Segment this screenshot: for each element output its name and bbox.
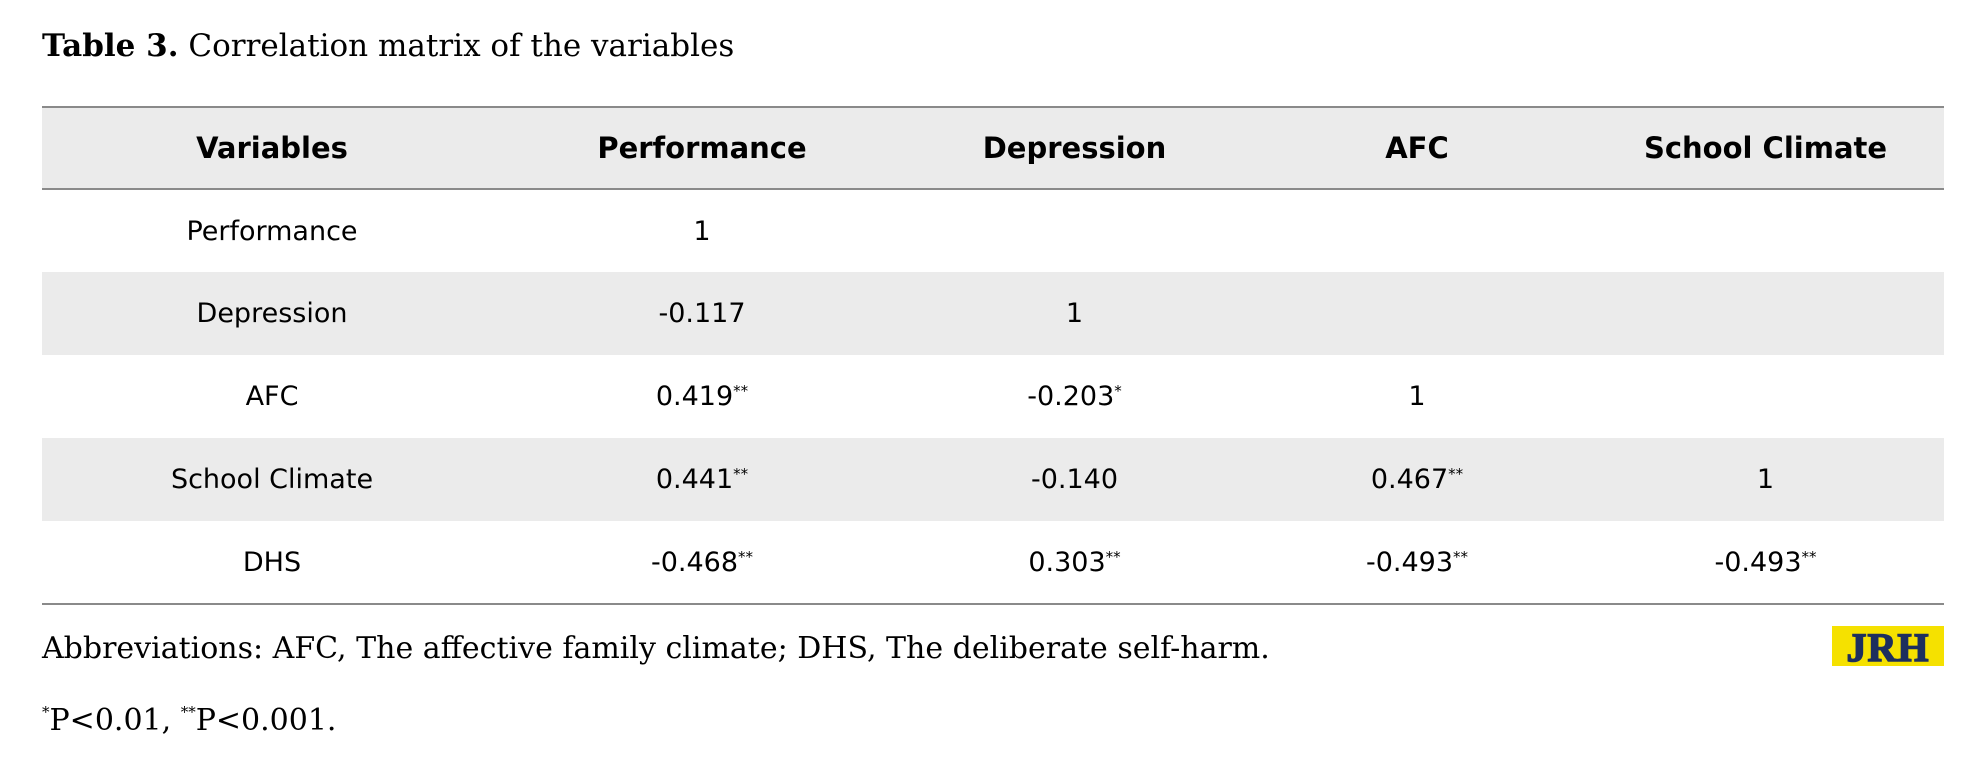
footnote-text-single: P<0.01, <box>49 703 181 738</box>
significance-marker: ** <box>738 547 754 566</box>
footnote-marker-double: ** <box>180 703 196 721</box>
cell-value: DHS <box>242 546 302 578</box>
cell-value: AFC <box>245 381 299 412</box>
table-cell <box>1587 355 1944 438</box>
table-cell <box>1587 272 1944 355</box>
table-caption: Table 3. Correlation matrix of the varia… <box>42 28 734 64</box>
cell-value: -0.117 <box>658 298 746 329</box>
cell-value: -0.493 <box>1714 546 1802 578</box>
table-cell: -0.493** <box>1587 521 1944 605</box>
cell-value: -0.468 <box>650 546 739 578</box>
cell-value: Depression <box>196 298 348 329</box>
table-cell: 1 <box>1587 438 1944 521</box>
table-caption-text: Correlation matrix of the variables <box>178 28 735 64</box>
footnote-text-double: P<0.001. <box>195 703 337 738</box>
abbreviations-note: Abbreviations: AFC, The affective family… <box>42 631 1270 666</box>
jrh-logo: JRH <box>1832 626 1944 666</box>
table-cell: 1 <box>902 272 1247 355</box>
table-cell: School Climate <box>42 438 502 521</box>
table-cell <box>902 189 1247 272</box>
table-cell: -0.468** <box>502 521 902 605</box>
table-header-row: Variables Performance Depression AFC Sch… <box>42 106 1944 190</box>
significance-marker: ** <box>1448 465 1464 483</box>
table-row: School Climate 0.441** -0.140 0.467** 1 <box>42 438 1944 521</box>
cell-value: 1 <box>1408 381 1426 412</box>
table-row: AFC 0.419** -0.203* 1 <box>42 355 1944 438</box>
cell-value: -0.203 <box>1027 381 1115 412</box>
header-depression: Depression <box>902 106 1247 190</box>
significance-marker: ** <box>1105 547 1121 566</box>
cell-value: 0.441 <box>655 464 734 495</box>
table-cell: 0.303** <box>902 521 1247 605</box>
cell-value: -0.493 <box>1365 546 1454 578</box>
cell-value: 1 <box>1756 464 1775 495</box>
header-variables: Variables <box>42 106 502 190</box>
significance-marker: ** <box>1453 547 1469 566</box>
table-cell: -0.140 <box>902 438 1247 521</box>
cell-value: 0.467 <box>1370 464 1449 495</box>
table-cell: 1 <box>1247 355 1587 438</box>
table-cell: AFC <box>42 355 502 438</box>
header-school-climate: School Climate <box>1587 106 1944 190</box>
table-cell: -0.117 <box>502 272 902 355</box>
header-performance: Performance <box>502 106 902 190</box>
table-cell <box>1247 272 1587 355</box>
significance-marker: * <box>1114 382 1122 400</box>
table-cell <box>1587 189 1944 272</box>
cell-value: 0.419 <box>655 381 734 412</box>
significance-marker: ** <box>733 465 749 483</box>
cell-value: 0.303 <box>1028 546 1106 578</box>
table-row: Depression -0.117 1 <box>42 272 1944 355</box>
table-row: DHS -0.468** 0.303** -0.493** -0.493** <box>42 521 1944 605</box>
cell-value: Performance <box>186 215 358 247</box>
table-cell: Performance <box>42 189 502 272</box>
table-cell: 0.441** <box>502 438 902 521</box>
significance-marker: ** <box>1801 547 1817 566</box>
correlation-table: Variables Performance Depression AFC Sch… <box>42 106 1944 605</box>
significance-footnote: *P<0.01, **P<0.001. <box>42 703 336 738</box>
table-caption-label: Table 3. <box>42 28 179 64</box>
cell-value: -0.140 <box>1030 464 1119 495</box>
cell-value: 1 <box>1065 298 1084 329</box>
table-cell: 1 <box>502 189 902 272</box>
table-cell: 0.419** <box>502 355 902 438</box>
header-afc: AFC <box>1247 106 1587 190</box>
table-cell: 0.467** <box>1247 438 1587 521</box>
table-cell: DHS <box>42 521 502 605</box>
table-row: Performance 1 <box>42 189 1944 272</box>
svg-text:JRH: JRH <box>1847 626 1930 666</box>
cell-value: 1 <box>693 215 711 247</box>
cell-value: School Climate <box>170 464 374 495</box>
table-cell: -0.493** <box>1247 521 1587 605</box>
footnote-marker-single: * <box>42 703 50 721</box>
table-cell <box>1247 189 1587 272</box>
table-cell: -0.203* <box>902 355 1247 438</box>
significance-marker: ** <box>733 382 749 400</box>
table-cell: Depression <box>42 272 502 355</box>
